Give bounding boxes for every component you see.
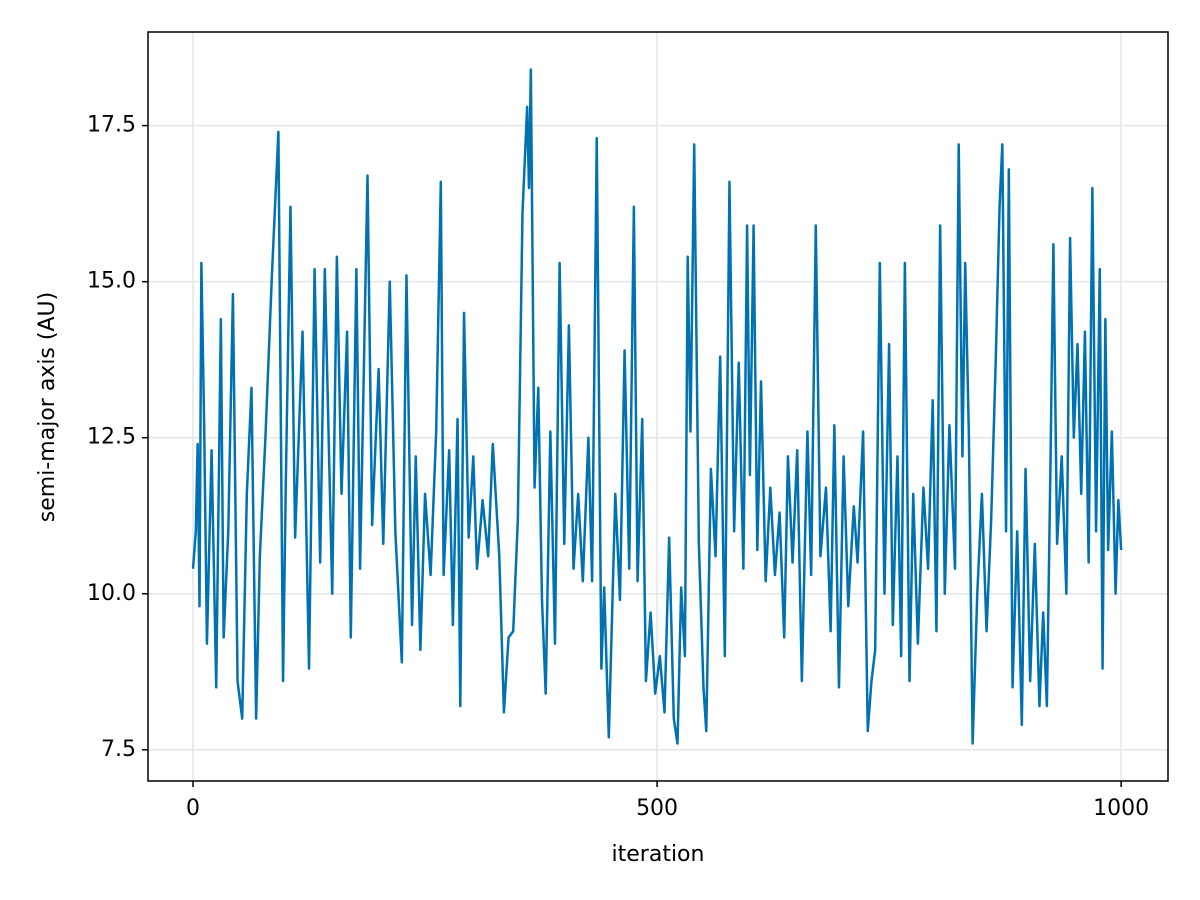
y-tick-label: 7.5 <box>101 737 136 762</box>
x-axis-label: iteration <box>612 842 705 867</box>
y-tick-label: 17.5 <box>87 113 136 138</box>
x-tick-label: 500 <box>636 796 678 821</box>
y-tick-label: 10.0 <box>87 581 136 606</box>
y-tick-label: 15.0 <box>87 269 136 294</box>
plot-frame <box>147 31 1169 782</box>
y-tick-label: 12.5 <box>87 425 136 450</box>
y-axis-label: semi-major axis (AU) <box>35 292 60 522</box>
x-tick-label: 0 <box>186 796 200 821</box>
data-line <box>191 68 1123 745</box>
x-tick-label: 1000 <box>1093 796 1149 821</box>
